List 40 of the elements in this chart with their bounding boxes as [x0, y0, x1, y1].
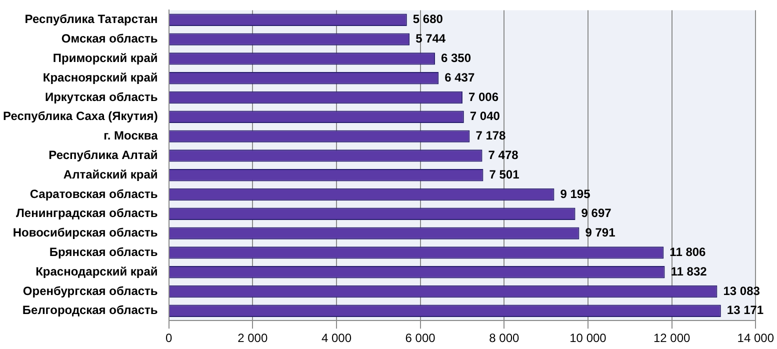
- data-label: 5 744: [416, 32, 446, 46]
- y-tick-label: Белгородская область: [22, 303, 158, 318]
- y-tick-label: Приморский край: [52, 51, 158, 66]
- y-tick-label: Саратовская область: [30, 186, 158, 201]
- y-tick-label: Брянская область: [49, 245, 158, 260]
- data-label: 13 171: [726, 303, 764, 318]
- data-label: 7 040: [470, 109, 500, 124]
- y-tick-label: Ленинградская область: [16, 206, 158, 220]
- x-tick-label: 8 000: [489, 331, 520, 346]
- x-tick-label: 0: [165, 331, 172, 346]
- y-tick-label: Новосибирская область: [12, 226, 158, 240]
- x-tick-label: 2 000: [238, 331, 268, 346]
- data-label: 7 501: [489, 167, 520, 182]
- data-label: 13 083: [723, 284, 760, 298]
- y-tick-label: Республика Татарстан: [24, 12, 158, 26]
- data-label: 9 697: [581, 206, 612, 220]
- y-tick-label: Алтайский край: [63, 167, 158, 182]
- y-tick-label: г. Москва: [104, 128, 158, 143]
- x-tick-label: 12 000: [653, 331, 690, 346]
- y-tick-label: Краснодарский край: [36, 264, 158, 278]
- data-label: 7 478: [488, 148, 519, 162]
- y-tick-label: Республика Саха (Якутия): [3, 109, 158, 124]
- x-tick-label: 14 000: [737, 331, 774, 346]
- data-label: 7 178: [476, 128, 506, 143]
- data-label: 6 437: [444, 70, 475, 84]
- x-tick-label: 6 000: [405, 331, 436, 346]
- data-label: 11 806: [670, 245, 706, 260]
- data-label: 6 350: [440, 51, 472, 66]
- y-tick-label: Оренбургская область: [22, 284, 158, 298]
- y-tick-label: Иркутская область: [44, 90, 158, 104]
- data-label: 9 791: [585, 226, 616, 240]
- data-label: 5 680: [412, 12, 444, 26]
- x-tick-label: 10 000: [570, 331, 607, 346]
- data-label: 11 832: [670, 264, 708, 278]
- y-tick-label: Омская область: [61, 32, 158, 46]
- y-tick-label: Красноярский край: [42, 70, 158, 84]
- x-tick-label: 4 000: [321, 331, 352, 346]
- data-label: 9 195: [560, 186, 591, 201]
- data-label: 7 006: [468, 90, 499, 104]
- y-tick-label: Республика Алтай: [48, 148, 158, 162]
